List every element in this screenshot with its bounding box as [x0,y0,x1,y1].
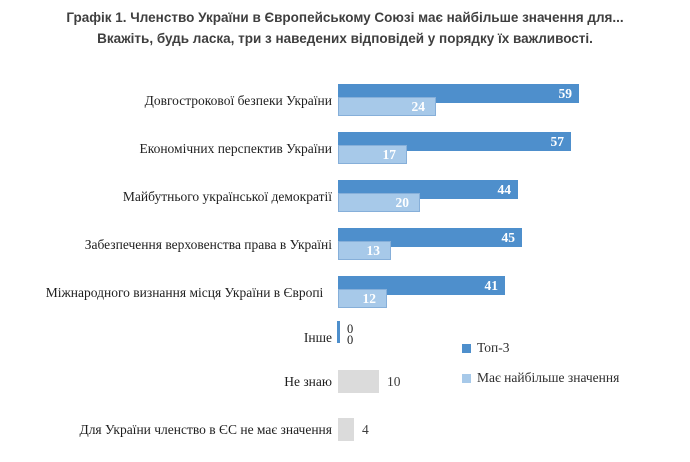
zero-value-label: 0 [347,322,354,336]
gray-bar [338,418,354,441]
bar-value-label: 13 [366,242,381,258]
zero-bar-line [337,321,340,343]
bar-most: 20 [338,193,420,212]
bar-value-label: 24 [411,98,426,114]
category-label: Міжнародного визнання місця України в Єв… [45,285,324,300]
legend-label-most: Має найбільше значення [477,370,620,385]
bar-value-label: 20 [395,194,410,210]
category-label: Для України членство в ЄС не має значенн… [79,421,332,437]
chart-title-line2: Вкажіть, будь ласка, три з наведених від… [97,31,593,46]
legend-swatch-most-icon [462,373,471,383]
category-label: Майбутнього української демократії [122,189,332,204]
legend-item-top3: Топ-3 [462,340,509,356]
bar-value-label: 17 [382,146,397,162]
bar-value-label: 45 [501,229,516,245]
gray-bar-value-label: 10 [387,373,401,389]
bar-value-label: 57 [550,133,565,149]
zero-value-label: 0 [347,333,354,347]
chart-title: Графік 1. Членство України в Європейсько… [0,7,690,49]
bar-value-label: 44 [497,181,512,197]
category-label: Інше [303,330,332,345]
category-label: Забезпечення верховенства права в Україн… [84,237,332,252]
gray-bar [338,370,379,393]
legend-swatch-top3-icon [462,343,471,353]
bar-value-label: 12 [362,290,377,306]
bar-most: 12 [338,289,387,308]
legend-label-top3: Топ-3 [477,340,510,355]
chart-title-line1: Графік 1. Членство України в Європейсько… [66,10,624,25]
bar-most: 17 [338,145,407,164]
legend-item-most: Має найбільше значення [462,370,619,386]
category-label: Довгострокової безпеки України [144,93,332,108]
gray-bar-value-label: 4 [362,421,369,437]
category-label: Не знаю [284,373,332,389]
category-label: Економічних перспектив України [139,141,332,156]
bar-value-label: 59 [558,85,573,101]
bar-most: 13 [338,241,391,260]
bar-most: 24 [338,97,436,116]
bar-value-label: 41 [484,277,499,293]
